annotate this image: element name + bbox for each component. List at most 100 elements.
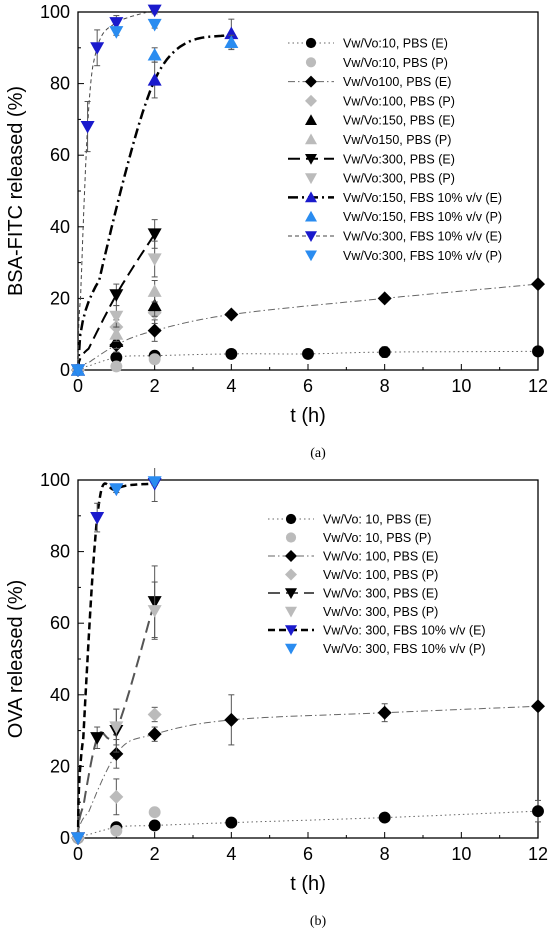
legend-label: Vw/Vo: 100, PBS (P) — [323, 568, 438, 582]
data-point — [71, 364, 85, 377]
x-tick-label: 8 — [380, 844, 390, 864]
x-tick-label: 2 — [150, 844, 160, 864]
y-tick-label: 20 — [50, 288, 70, 308]
legend-label: Vw/Vo: 300, PBS (E) — [323, 587, 438, 601]
data-point — [148, 353, 161, 366]
plot-frame — [77, 479, 539, 839]
legend-marker — [285, 625, 297, 636]
legend-label: Vw/Vo: 10, PBS (E) — [323, 513, 431, 527]
legend-label: Vw/Vo:300, PBS (P) — [343, 172, 455, 186]
data-point — [147, 707, 162, 722]
data-point — [532, 805, 544, 818]
x-tick-label: 0 — [73, 376, 83, 396]
x-tick-label: 2 — [150, 376, 160, 396]
data-point — [109, 721, 124, 735]
data-point — [532, 345, 544, 358]
data-point — [147, 228, 162, 241]
x-tick-label: 6 — [303, 844, 313, 864]
data-point — [109, 310, 124, 324]
legend-label: Vw/Vo:150, PBS (E) — [343, 114, 455, 128]
data-point — [147, 73, 162, 86]
data-point — [110, 351, 123, 364]
legend-marker — [305, 133, 317, 145]
legend-label: Vw/Vo:10, PBS (P) — [343, 56, 448, 70]
data-point — [110, 360, 123, 373]
fit-curve — [77, 810, 534, 839]
data-point — [109, 17, 124, 30]
legend-label: Vw/Vo:10, PBS (E) — [343, 37, 448, 51]
data-point — [377, 291, 392, 306]
x-tick-label: 12 — [528, 376, 548, 396]
data-point — [224, 35, 239, 49]
y-tick-label: 60 — [50, 613, 70, 633]
figure-caption: (a) — [310, 446, 326, 461]
data-point — [224, 307, 239, 322]
data-point — [224, 26, 239, 40]
data-point — [147, 476, 162, 489]
legend-marker — [285, 550, 297, 562]
data-point — [147, 18, 162, 32]
y-tick-label: 40 — [50, 217, 70, 237]
data-point — [110, 824, 123, 837]
legend-label: Vw/Vo:300, FBS 10% v/v (P) — [343, 249, 502, 263]
data-point — [377, 705, 392, 720]
data-point — [225, 347, 238, 360]
legend-label: Vw/Vo100, PBS (E) — [343, 75, 451, 89]
data-point — [147, 323, 162, 338]
data-point — [302, 347, 314, 360]
fit-curve — [77, 705, 534, 839]
x-axis-label: t (h) — [290, 873, 326, 895]
y-tick-label: 80 — [50, 542, 70, 562]
data-point — [147, 47, 162, 61]
x-tick-label: 10 — [451, 844, 471, 864]
legend-marker — [305, 154, 317, 165]
legend-marker — [305, 173, 317, 185]
legend-label: Vw/Vo: 100, PBS (E) — [323, 550, 438, 564]
legend-marker — [305, 191, 317, 203]
chart-a: 0 2 4 6 8 10 12 0 20 40 60 80 100 t (h) BSA-FITC relea… — [5, 2, 548, 461]
legend-label: Vw/Vo:300, FBS 10% v/v (E) — [343, 230, 502, 244]
data-point — [109, 746, 124, 761]
data-point — [71, 832, 85, 845]
legend-label: Vw/Vo:300, PBS (E) — [343, 152, 455, 166]
legend-marker — [305, 231, 317, 242]
data-point — [90, 732, 105, 745]
data-point — [109, 483, 124, 496]
data-point — [147, 605, 162, 618]
x-tick-label: 6 — [303, 376, 313, 396]
legend-marker — [285, 532, 297, 543]
legend-marker — [285, 606, 297, 618]
x-tick-label: 8 — [380, 376, 390, 396]
y-axis-label: OVA released (%) — [5, 580, 27, 739]
data-point — [90, 511, 105, 525]
data-point — [531, 699, 545, 714]
data-point — [148, 819, 161, 832]
x-tick-label: 4 — [226, 376, 236, 396]
data-point — [147, 253, 162, 267]
x-tick-label: 4 — [226, 844, 236, 864]
y-tick-label: 60 — [50, 145, 70, 165]
fit-curve — [76, 33, 230, 371]
legend-label: Vw/Vo:100, PBS (P) — [343, 94, 455, 108]
data-point — [225, 816, 238, 829]
legend-marker — [285, 568, 297, 581]
legend-label: Vw/Vo:150, FBS 10% v/v (E) — [343, 191, 502, 205]
legend-marker — [285, 513, 297, 525]
legend-label: Vw/Vo: 10, PBS (P) — [323, 531, 431, 545]
data-point — [148, 806, 161, 819]
y-tick-label: 0 — [60, 828, 70, 848]
legend-label: Vw/Vo: 300, FBS 10% v/v (E) — [323, 624, 486, 638]
figure-caption: (b) — [310, 914, 327, 929]
chart-b: 0 2 4 6 8 10 12 0 20 40 60 80 100 t (h) OVA released (… — [5, 468, 548, 929]
legend-marker — [305, 57, 317, 68]
data-point — [90, 42, 105, 55]
data-point — [109, 789, 124, 804]
data-point — [147, 4, 162, 18]
legend-label: Vw/Vo150, PBS (P) — [343, 133, 451, 147]
legend-label: Vw/Vo:150, FBS 10% v/v (P) — [343, 210, 502, 224]
y-tick-label: 20 — [50, 756, 70, 776]
data-point — [109, 26, 124, 39]
legend-label: Vw/Vo: 300, PBS (P) — [323, 605, 438, 619]
data-point — [147, 727, 162, 742]
fit-curve — [77, 284, 534, 371]
